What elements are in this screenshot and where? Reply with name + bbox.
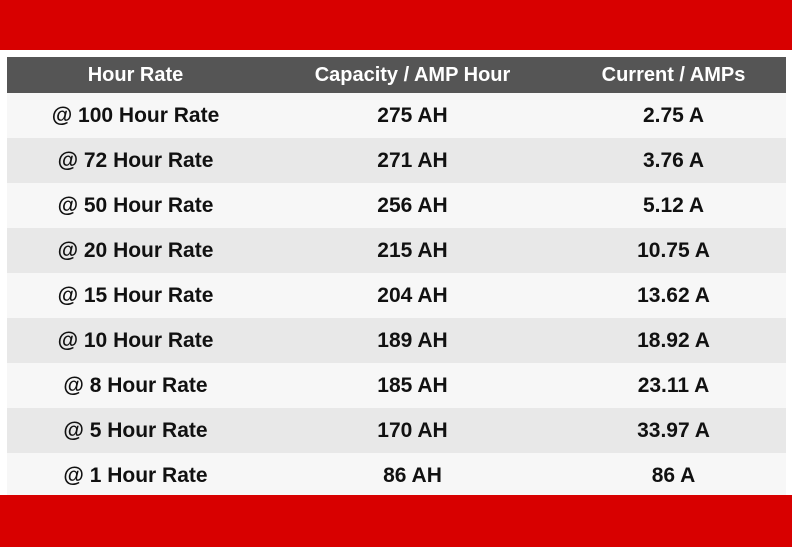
header-capacity: Capacity / AMP Hour — [314, 63, 511, 86]
cell-current: 33.97 A — [637, 418, 710, 442]
table-row: @ 5 Hour Rate 170 AH 33.97 A — [7, 408, 786, 453]
header-hour-rate: Hour Rate — [87, 63, 184, 86]
cell-hour-rate: @ 100 Hour Rate — [51, 103, 220, 127]
header-row: Hour Rate Capacity / AMP Hour Current / … — [7, 57, 786, 93]
table-row: @ 10 Hour Rate 189 AH 18.92 A — [7, 318, 786, 363]
table-row: @ 8 Hour Rate 185 AH 23.11 A — [7, 363, 786, 408]
bottom-red-band — [0, 495, 792, 547]
table-header: Hour Rate Capacity / AMP Hour Current / … — [7, 57, 786, 93]
cell-hour-rate: @ 50 Hour Rate — [57, 193, 214, 217]
cell-capacity: 185 AH — [377, 373, 448, 397]
cell-capacity: 215 AH — [377, 238, 448, 262]
header-current: Current / AMPs — [601, 63, 746, 86]
cell-capacity: 204 AH — [377, 283, 448, 307]
table-body: @ 100 Hour Rate 275 AH 2.75 A @ 72 Hour … — [7, 93, 786, 498]
table-row: @ 15 Hour Rate 204 AH 13.62 A — [7, 273, 786, 318]
cell-current: 3.76 A — [642, 148, 705, 172]
cell-current: 5.12 A — [642, 193, 705, 217]
cell-hour-rate: @ 1 Hour Rate — [63, 463, 208, 487]
table-row: @ 20 Hour Rate 215 AH 10.75 A — [7, 228, 786, 273]
cell-current: 23.11 A — [637, 373, 710, 397]
cell-hour-rate: @ 8 Hour Rate — [63, 373, 208, 397]
top-red-band — [0, 0, 792, 50]
cell-current: 2.75 A — [642, 103, 705, 127]
cell-capacity: 256 AH — [377, 193, 448, 217]
cell-capacity: 86 AH — [383, 463, 442, 487]
cell-capacity: 189 AH — [377, 328, 448, 352]
cell-capacity: 275 AH — [377, 103, 448, 127]
table-row: @ 100 Hour Rate 275 AH 2.75 A — [7, 93, 786, 138]
discharge-rate-table: Hour Rate Capacity / AMP Hour Current / … — [7, 57, 786, 498]
cell-current: 10.75 A — [637, 238, 710, 262]
cell-capacity: 170 AH — [377, 418, 448, 442]
cell-hour-rate: @ 20 Hour Rate — [57, 238, 214, 262]
cell-hour-rate: @ 15 Hour Rate — [57, 283, 214, 307]
cell-capacity: 271 AH — [377, 148, 448, 172]
cell-current: 86 A — [651, 463, 696, 487]
cell-current: 18.92 A — [637, 328, 710, 352]
table-row: @ 50 Hour Rate 256 AH 5.12 A — [7, 183, 786, 228]
cell-hour-rate: @ 5 Hour Rate — [63, 418, 208, 442]
cell-current: 13.62 A — [637, 283, 710, 307]
cell-hour-rate: @ 72 Hour Rate — [57, 148, 214, 172]
cell-hour-rate: @ 10 Hour Rate — [57, 328, 214, 352]
table-row: @ 72 Hour Rate 271 AH 3.76 A — [7, 138, 786, 183]
table-row: @ 1 Hour Rate 86 AH 86 A — [7, 453, 786, 498]
